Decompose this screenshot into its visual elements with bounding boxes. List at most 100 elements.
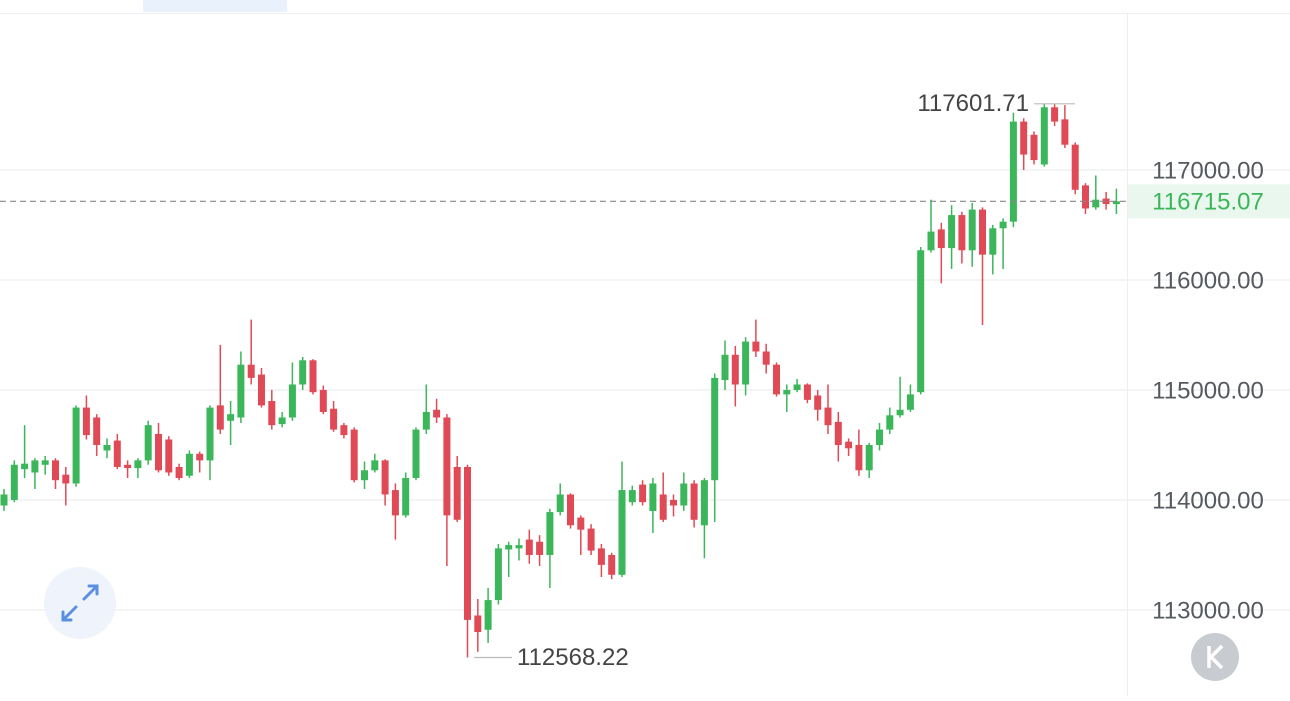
candle-body <box>525 539 533 555</box>
candle-body <box>319 389 327 412</box>
candle-body <box>258 374 265 406</box>
candle-body <box>237 364 245 418</box>
candle-body <box>1102 198 1110 205</box>
candle-body <box>937 229 945 249</box>
candle-body <box>72 407 80 484</box>
candle-body <box>927 231 935 251</box>
candle-body <box>227 414 235 421</box>
y-tick-label: 115000.00 <box>1152 377 1264 404</box>
candle-body <box>711 377 719 481</box>
candle-body <box>999 221 1007 229</box>
candle-body <box>618 490 626 575</box>
last-price-bg <box>1128 184 1290 219</box>
candle-body <box>134 460 142 469</box>
candle-body <box>845 441 853 449</box>
candle-body <box>82 407 90 436</box>
candle-body <box>906 394 914 410</box>
candle-body <box>1040 107 1048 165</box>
candle-body <box>670 499 677 506</box>
candle-body <box>824 407 832 426</box>
candle-body <box>484 600 492 630</box>
candle-body <box>1092 199 1100 208</box>
candles <box>0 103 1120 658</box>
candle-body <box>299 360 307 385</box>
candle-body <box>268 400 276 426</box>
candle-body <box>113 440 121 467</box>
last-price-label: 116715.07 <box>1152 189 1264 216</box>
candle-body <box>876 429 883 445</box>
candle-body <box>597 548 605 565</box>
candle-body <box>515 545 523 549</box>
candle-body <box>567 494 574 526</box>
candle-body <box>340 425 348 436</box>
candle-body <box>185 453 193 476</box>
candle-body <box>206 407 214 461</box>
candle-body <box>762 351 770 365</box>
expand-icon <box>61 584 99 622</box>
candle-body <box>639 484 647 503</box>
kline-button[interactable] <box>1191 633 1239 681</box>
candle-body <box>62 474 70 484</box>
candle-body <box>865 444 873 471</box>
candle-body <box>1009 121 1017 222</box>
expand-button-bg[interactable] <box>44 567 116 639</box>
candle-body <box>690 483 698 520</box>
candle-body <box>103 444 111 451</box>
candle-body <box>175 466 183 478</box>
candle-body <box>505 545 513 550</box>
candle-body <box>814 395 822 410</box>
candle-body <box>680 483 688 506</box>
candle-body <box>958 215 966 251</box>
candle-body <box>196 453 204 461</box>
candle-body <box>309 360 317 393</box>
candle-body <box>803 384 811 400</box>
candle-body <box>381 460 389 495</box>
candle-body <box>422 411 430 430</box>
candle-body <box>443 417 451 516</box>
candle-body <box>93 417 101 445</box>
candle-body <box>278 417 286 425</box>
candle-body <box>216 405 224 430</box>
candle-body <box>536 541 544 555</box>
candle-body <box>1020 121 1028 155</box>
candle-body <box>155 433 162 471</box>
expand-button[interactable] <box>44 567 116 639</box>
candle-body <box>628 490 636 503</box>
candle-body <box>144 425 152 461</box>
candle-body <box>721 354 729 381</box>
candle-body <box>402 477 410 516</box>
candle-body <box>1051 107 1059 122</box>
candle-body <box>989 228 997 255</box>
candle-body <box>752 341 760 352</box>
candle-body <box>577 517 585 530</box>
candle-body <box>391 490 399 516</box>
y-tick-label: 117000.00 <box>1152 157 1264 184</box>
candle-body <box>742 341 750 385</box>
kline-button-bg[interactable] <box>1191 633 1239 681</box>
candle-body <box>608 554 616 575</box>
candle-body <box>52 460 59 481</box>
candle-body <box>31 460 39 473</box>
y-tick-label: 114000.00 <box>1152 487 1264 514</box>
candle-body <box>968 209 976 251</box>
candle-body <box>731 354 739 385</box>
low-annotation-label: 112568.22 <box>517 644 629 671</box>
candle-body <box>587 528 595 551</box>
candle-body <box>773 364 780 395</box>
candle-body <box>546 512 554 555</box>
candle-body <box>1071 144 1079 190</box>
candle-body <box>855 444 863 471</box>
candle-body <box>783 389 791 395</box>
candle-body <box>350 429 358 481</box>
candle-body <box>834 421 842 445</box>
candle-body <box>979 209 986 255</box>
candle-body <box>165 439 173 473</box>
overlay: 116715.07 117601.71 112568.22 <box>0 90 1290 671</box>
candle-body <box>896 409 904 416</box>
candle-body <box>1030 134 1038 161</box>
candle-body <box>124 464 132 469</box>
candle-body <box>433 409 441 418</box>
candle-body <box>700 480 708 526</box>
candle-body <box>1112 201 1120 205</box>
candle-body <box>330 408 338 430</box>
